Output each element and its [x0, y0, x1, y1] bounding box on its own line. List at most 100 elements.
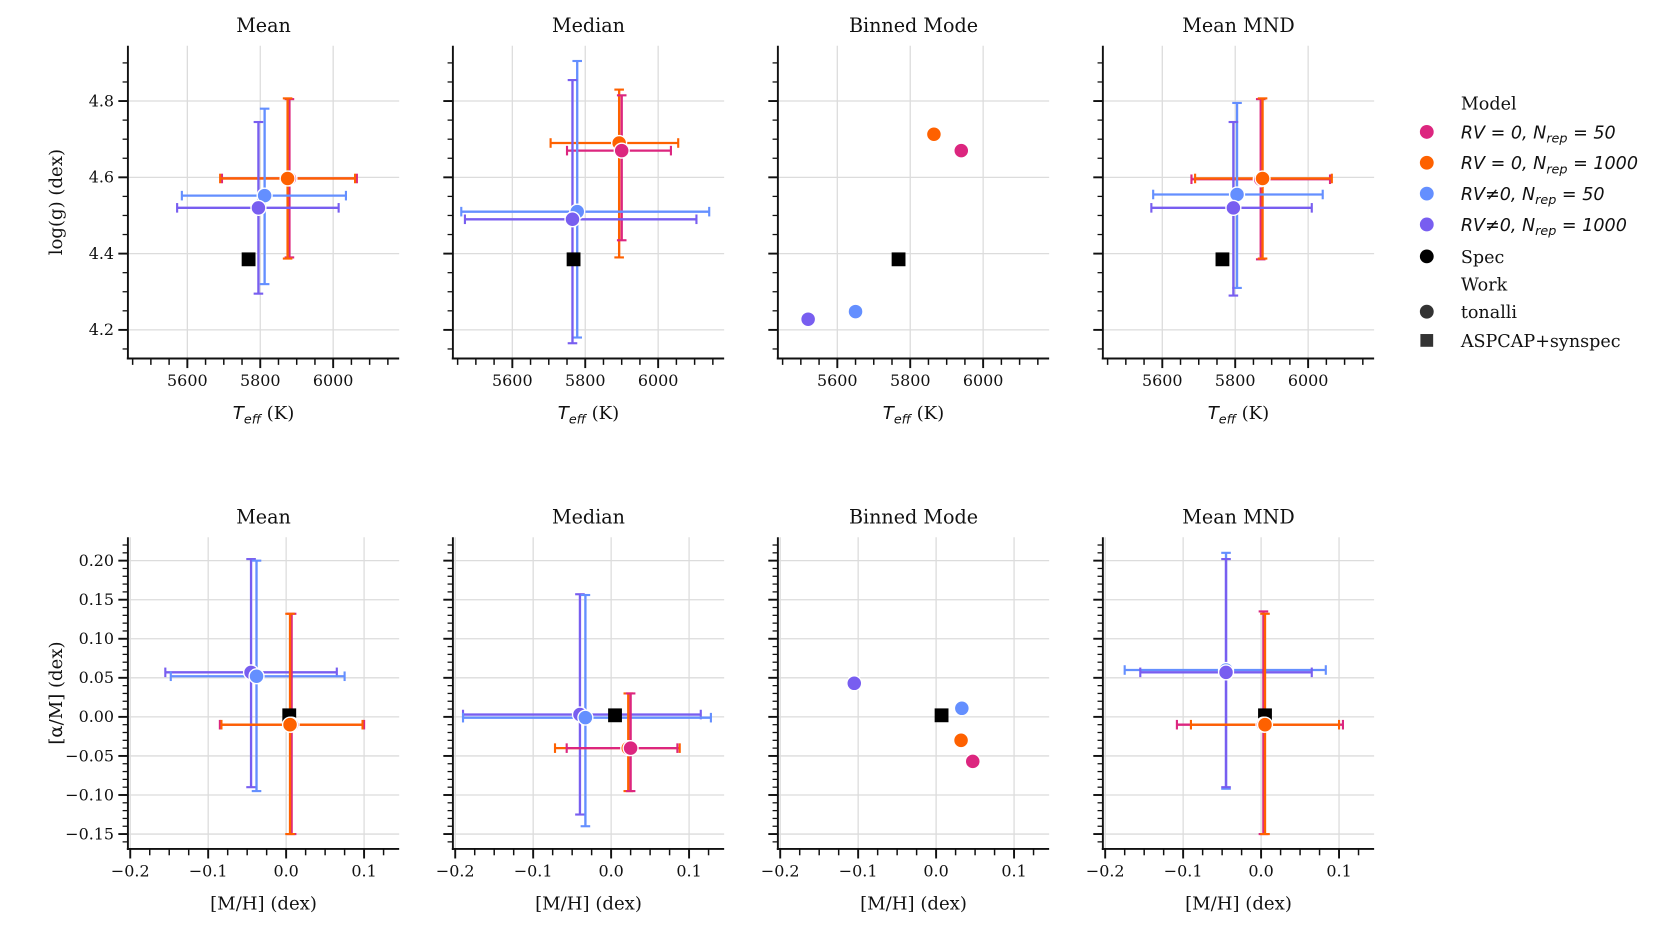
subplot-6: −0.2 −0.1 0.0 0.1 Median [M/H] (dex)	[436, 505, 725, 915]
x-tick-label: 5800	[240, 371, 281, 390]
y-tick-label: −0.05	[65, 746, 114, 765]
spec-point	[891, 252, 906, 267]
legend-label-aspcap: ASPCAP+synspec	[1460, 332, 1621, 352]
y-tick-label: 0.15	[79, 590, 115, 609]
data-point-blue	[953, 700, 970, 717]
x-tick-label: 5600	[492, 371, 533, 390]
errorbar-orange	[549, 88, 680, 259]
x-axis-label: Teff (K)	[233, 403, 294, 427]
x-tick-label: −0.2	[761, 862, 800, 881]
legend-marker-square	[1420, 334, 1434, 347]
spec-point	[608, 708, 622, 723]
legend-label-spec: Spec	[1461, 248, 1505, 268]
data-point-purple	[846, 675, 863, 692]
y-tick-label: 0.00	[79, 707, 115, 726]
legend-label-orange: RV = 0, Nrep = 1000	[1461, 154, 1638, 177]
subplot-7: −0.2 −0.1 0.0 0.1 Binned Mode [M/H] (dex)	[761, 505, 1050, 915]
legend-label-pink: RV = 0, Nrep = 50	[1461, 123, 1616, 146]
x-axis-label: [M/H] (dex)	[210, 894, 317, 915]
data-point-pink	[613, 142, 630, 159]
data-point-purple	[1225, 199, 1242, 216]
subplot-1: 5600 5800 6000 4.2 4.4 4.6 4.8 Mean Teff (K) log(…	[46, 14, 400, 427]
x-tick-label: 0.0	[1248, 862, 1273, 881]
x-tick-label: 0.1	[676, 862, 701, 881]
x-axis-label: [M/H] (dex)	[860, 894, 967, 915]
x-tick-label: 5800	[890, 371, 931, 390]
subplot-5: −0.2 −0.1 0.0 0.1 −0.15 −0.10 −0.05 0.00 0.05 0.1…	[46, 505, 400, 915]
subplot-8: −0.2 −0.1 0.0 0.1 Mean MND [M/H] (dex)	[1086, 505, 1375, 915]
subplot-4: 5600 5800 6000 Mean MND Teff (K)	[1093, 14, 1375, 427]
x-axis-label: [M/H] (dex)	[535, 894, 642, 915]
data-point-orange	[925, 126, 943, 143]
y-axis-label: log(g) (dex)	[46, 149, 67, 255]
data-point-orange	[952, 732, 970, 749]
data-point-orange	[1254, 170, 1271, 187]
subplot-2: 5600 5800 6000 Median Teff (K)	[443, 14, 725, 427]
x-axis-label: Teff (K)	[1208, 403, 1269, 427]
x-tick-label: 6000	[1288, 371, 1329, 390]
data-point-orange	[1256, 716, 1274, 733]
legend-marker-blue	[1419, 186, 1434, 201]
x-tick-label: 5600	[1142, 371, 1183, 390]
data-point-blue	[1228, 186, 1246, 203]
subplot-title: Mean	[236, 505, 291, 528]
spec-point	[1215, 252, 1230, 267]
x-tick-label: −0.1	[514, 862, 553, 881]
y-tick-label: 4.8	[89, 91, 114, 110]
data-point-purple	[564, 211, 581, 228]
data-point-purple	[250, 199, 267, 216]
x-tick-label: −0.1	[189, 862, 228, 881]
data-point-blue	[248, 668, 265, 685]
x-axis-label: Teff (K)	[883, 403, 944, 427]
subplot-title: Binned Mode	[849, 505, 978, 528]
data-point-pink	[622, 739, 639, 757]
data-point-pink	[964, 753, 981, 770]
y-tick-label: −0.15	[65, 824, 114, 843]
spec-point	[241, 252, 256, 267]
data-point-blue	[847, 303, 864, 320]
x-axis-label: Teff (K)	[558, 403, 619, 427]
subplot-title: Median	[552, 505, 625, 528]
y-tick-label: 4.6	[89, 168, 114, 187]
subplot-title: Mean	[236, 14, 291, 37]
legend-marker-pink	[1419, 124, 1434, 139]
subplot-title: Median	[552, 14, 625, 37]
x-tick-label: 0.0	[273, 862, 298, 881]
x-tick-label: −0.1	[1164, 862, 1203, 881]
y-tick-label: 4.4	[89, 244, 114, 263]
data-point-purple	[1217, 664, 1235, 681]
x-tick-label: 6000	[963, 371, 1004, 390]
data-point-orange	[281, 716, 299, 733]
y-tick-label: −0.10	[65, 785, 114, 804]
subplot-title: Binned Mode	[849, 14, 978, 37]
y-axis-label: [α/M] (dex)	[46, 641, 67, 744]
legend-model-title: Model	[1461, 95, 1517, 115]
y-tick-label: 0.10	[79, 629, 115, 648]
legend-marker-orange	[1419, 155, 1434, 170]
spec-point	[566, 252, 581, 267]
x-tick-label: 0.1	[1326, 862, 1351, 881]
subplot-3: 5600 5800 6000 Binned Mode Teff (K)	[768, 14, 1050, 427]
x-tick-label: 5800	[565, 371, 606, 390]
legend: Model RV = 0, Nrep = 50 RV = 0, Nrep = 100…	[1419, 95, 1638, 352]
legend-work-title: Work	[1461, 275, 1508, 295]
errorbar-purple	[461, 593, 702, 816]
y-tick-label: 0.20	[79, 551, 115, 570]
legend-label-tonalli: tonalli	[1461, 303, 1518, 323]
x-tick-label: 6000	[313, 371, 354, 390]
y-tick-label: 0.05	[79, 668, 115, 687]
x-tick-label: 0.0	[598, 862, 623, 881]
legend-marker-circle	[1419, 304, 1434, 319]
legend-marker-purple	[1419, 217, 1434, 232]
x-tick-label: −0.1	[839, 862, 878, 881]
data-point-orange	[279, 170, 296, 187]
x-tick-label: 5800	[1215, 371, 1256, 390]
data-point-pink	[953, 142, 970, 159]
y-tick-label: 4.2	[89, 320, 114, 339]
x-tick-label: −0.2	[111, 862, 150, 881]
x-tick-label: 5600	[817, 371, 858, 390]
subplot-title: Mean MND	[1182, 14, 1294, 37]
x-tick-label: 0.0	[923, 862, 948, 881]
legend-label-blue: RV≠0, Nrep = 50	[1461, 185, 1605, 208]
